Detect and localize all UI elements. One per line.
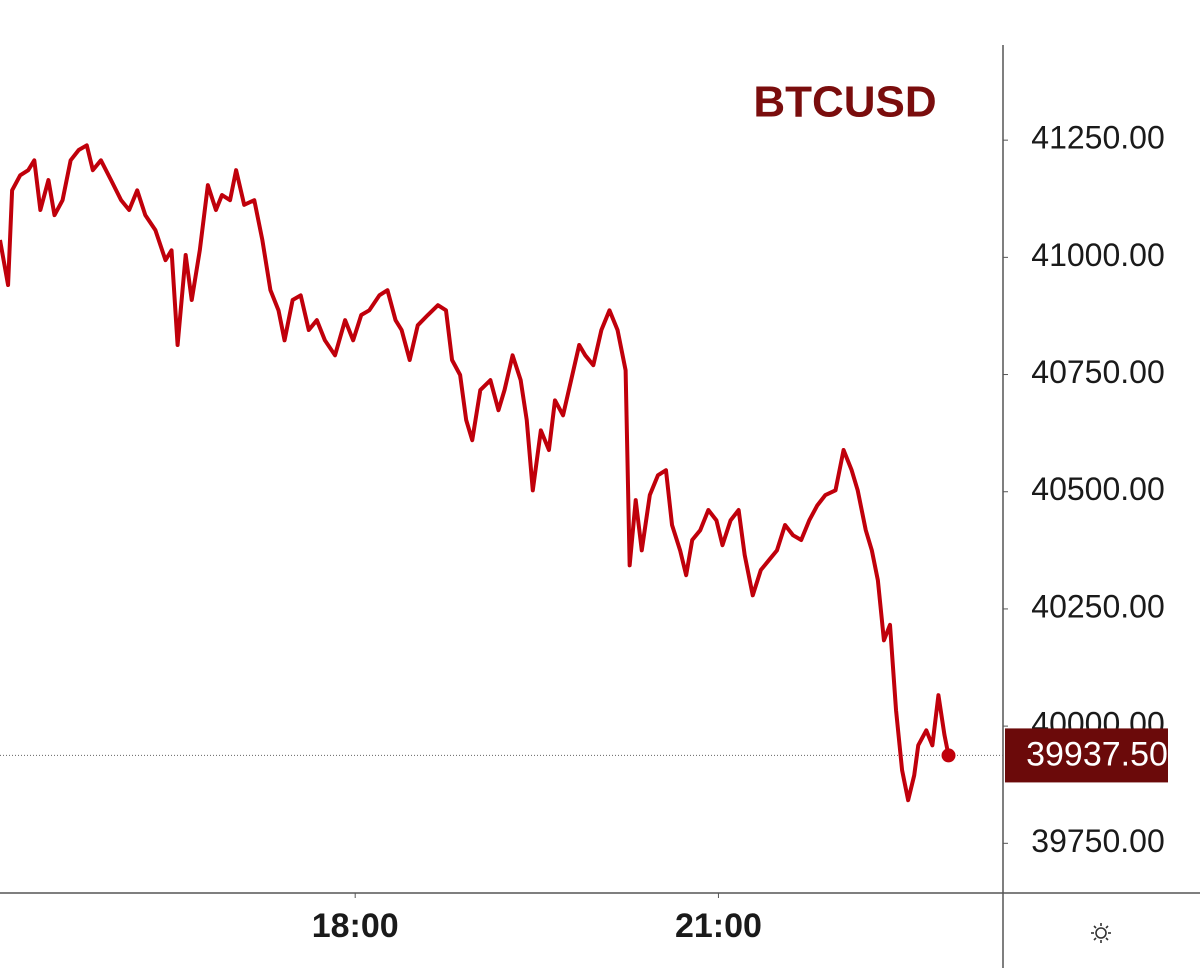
y-tick-label: 41250.00 — [1031, 120, 1164, 156]
y-tick-label: 40750.00 — [1031, 354, 1164, 390]
x-tick-label: 18:00 — [312, 907, 399, 945]
y-tick-label: 39750.00 — [1031, 823, 1164, 859]
last-price-label: 39937.50 — [1026, 735, 1168, 773]
last-price-tag — [1005, 728, 1168, 783]
y-tick-label: 40250.00 — [1031, 588, 1164, 624]
last-point — [941, 748, 956, 763]
y-tick-label: 40500.00 — [1031, 471, 1164, 507]
chart-title: BTCUSD — [753, 78, 936, 127]
x-tick-label: 21:00 — [675, 907, 762, 945]
y-tick-label: 41000.00 — [1031, 237, 1164, 273]
settings-icon[interactable] — [1091, 923, 1111, 943]
price-line — [0, 143, 951, 803]
